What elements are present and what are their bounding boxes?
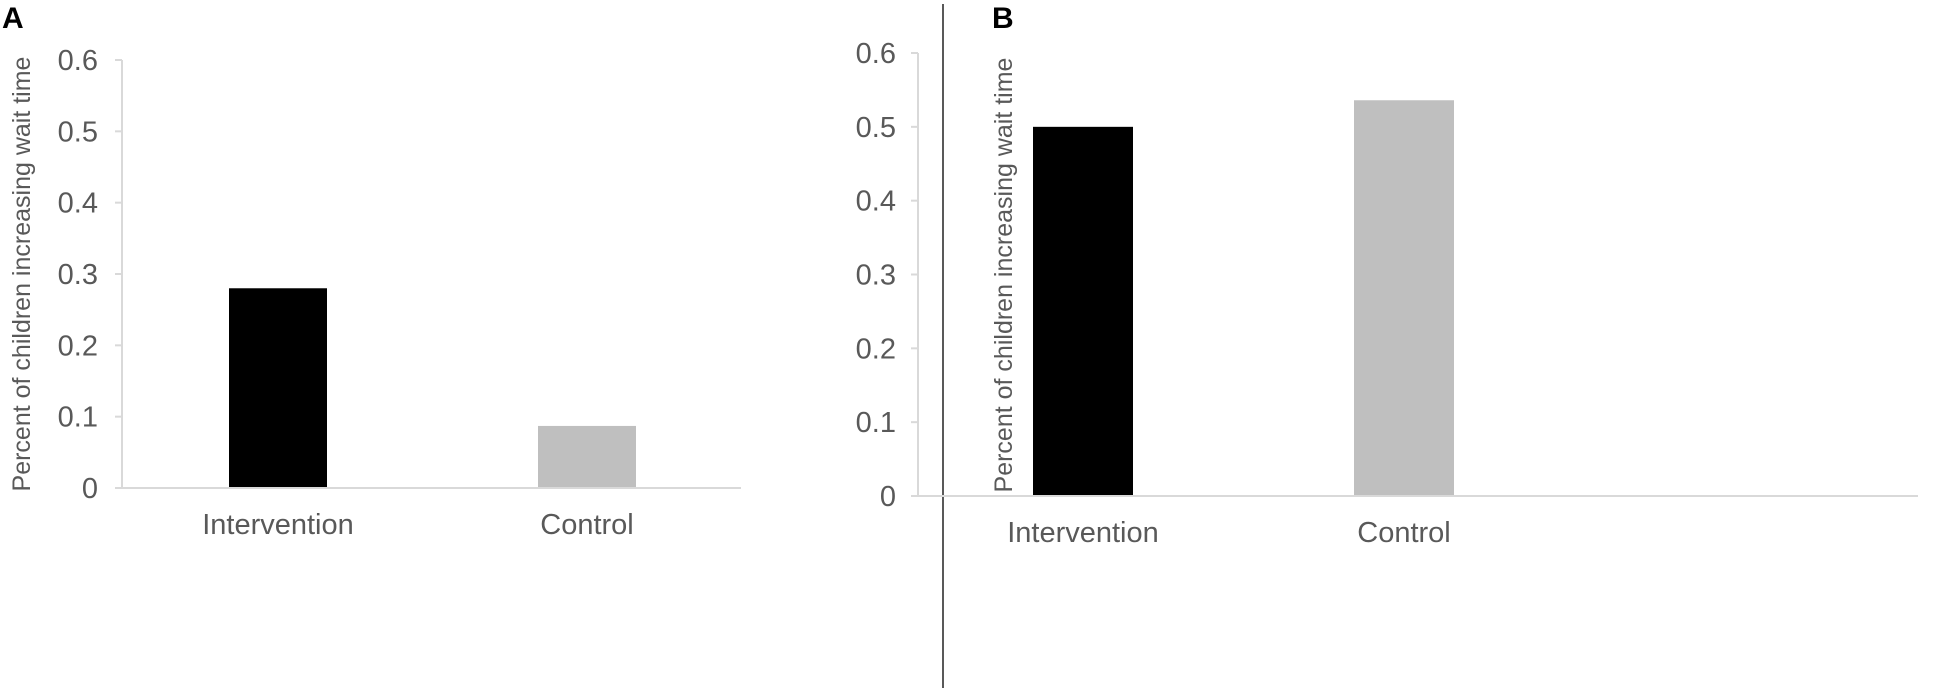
y-tick-label: 0.1 — [58, 402, 98, 434]
y-axis-title: Percent of children increasing wait time — [8, 57, 36, 492]
y-tick-label: 0.4 — [856, 186, 896, 218]
bar-intervention — [229, 288, 327, 488]
x-tick-label-intervention: Intervention — [1007, 517, 1159, 549]
y-tick-label: 0.3 — [58, 259, 98, 291]
y-tick-label: 0.5 — [58, 116, 98, 148]
panel-label-a: A — [2, 2, 24, 35]
y-tick-label: 0.2 — [58, 330, 98, 362]
y-tick-label: 0.4 — [58, 188, 98, 220]
y-tick-label: 0.2 — [856, 333, 896, 365]
x-tick-label-control: Control — [1357, 517, 1451, 549]
bar-intervention — [1033, 126, 1133, 496]
y-tick-label: 0.5 — [856, 112, 896, 144]
y-tick-label: 0.6 — [58, 45, 98, 77]
x-tick-label-control: Control — [540, 509, 634, 541]
y-tick-label: 0.6 — [856, 38, 896, 70]
y-axis-title: Percent of children increasing wait time — [990, 58, 1018, 493]
y-tick-label: 0 — [880, 481, 896, 513]
x-tick-label-intervention: Intervention — [202, 509, 354, 541]
y-tick-label: 0 — [82, 473, 98, 505]
chart-panel-a: A 0 0.1 0.2 0.3 0.4 0.5 0.6 Percent of children … — [2, 2, 741, 541]
y-tick-label: 0.1 — [856, 407, 896, 439]
bar-control — [1354, 100, 1454, 497]
y-tick-label: 0.3 — [856, 260, 896, 292]
chart-panel-b: B 0 0.1 0.2 0.3 0.4 0.5 0.6 Percent of children … — [856, 2, 1918, 549]
panel-label-b: B — [992, 2, 1014, 35]
bar-control — [538, 425, 636, 488]
